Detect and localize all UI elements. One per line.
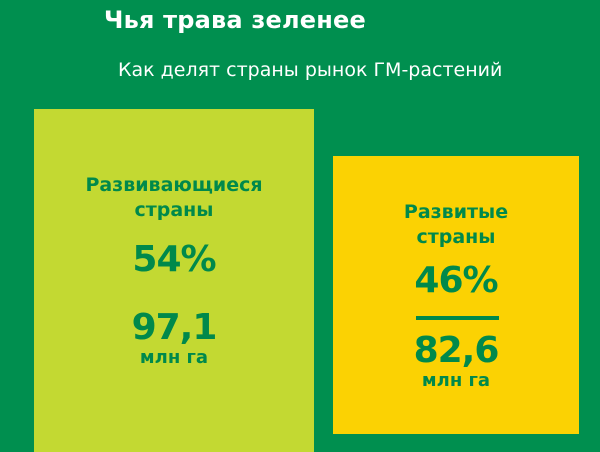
developed-countries-percent: 46% bbox=[414, 260, 498, 301]
developing-countries-unit: млн га bbox=[139, 347, 209, 368]
developed-countries-value: 82,6 bbox=[413, 330, 500, 371]
developing-countries-percent: 54% bbox=[132, 239, 216, 280]
developing-countries-label: Развивающиеся страны bbox=[85, 174, 263, 221]
developing-countries-value: 97,1 bbox=[131, 307, 218, 348]
developed-countries-unit: млн га bbox=[421, 370, 491, 391]
developing-countries-box: Развивающиеся страны 54% 97,1 млн га bbox=[34, 109, 314, 452]
chart-title: Чья трава зеленее bbox=[104, 6, 366, 34]
developed-countries-divider bbox=[416, 316, 499, 320]
developed-countries-label: Развитые страны bbox=[403, 201, 509, 248]
developed-countries-box: Развитые страны 46% 82,6 млн га bbox=[333, 156, 579, 434]
chart-subtitle: Как делят страны рынок ГМ-растений bbox=[118, 59, 503, 81]
